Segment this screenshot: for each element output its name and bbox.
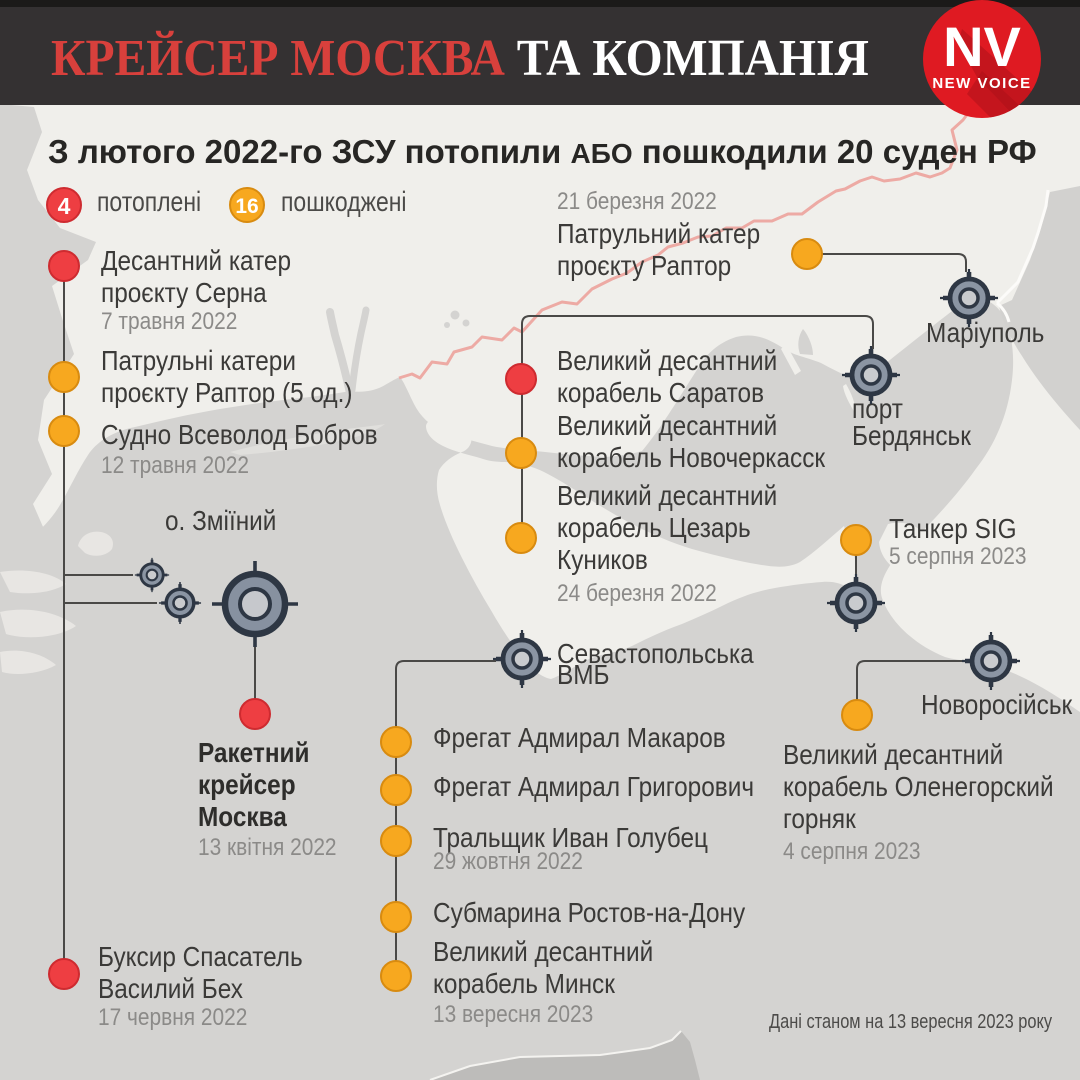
svg-text:NEW VOICE: NEW VOICE [932,75,1031,92]
svg-text:NV: NV [943,15,1021,78]
